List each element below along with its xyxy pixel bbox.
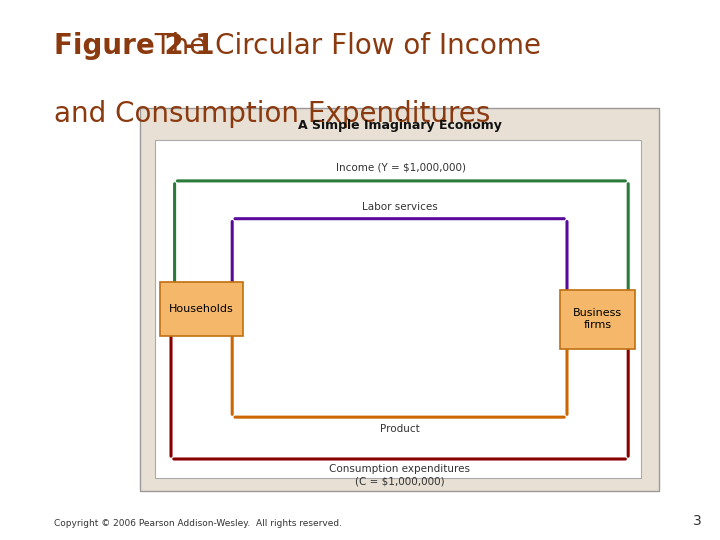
Text: Business
firms: Business firms [573,308,622,330]
Text: Consumption expenditures
(C = $1,000,000): Consumption expenditures (C = $1,000,000… [329,464,470,486]
Text: A Simple Imaginary Economy: A Simple Imaginary Economy [297,119,502,132]
Text: Product: Product [379,423,420,434]
Bar [140,108,659,491]
Text: and Consumption Expenditures: and Consumption Expenditures [54,100,490,128]
FancyBboxPatch shape [161,282,243,336]
Text: The Circular Flow of Income: The Circular Flow of Income [137,32,541,60]
Text: Households: Households [169,304,234,314]
Text: Figure 2-1: Figure 2-1 [54,32,215,60]
Text: Copyright © 2006 Pearson Addison-Wesley.  All rights reserved.: Copyright © 2006 Pearson Addison-Wesley.… [54,519,342,528]
FancyBboxPatch shape [560,289,636,349]
Bar [155,140,641,478]
Text: 3: 3 [693,514,702,528]
Text: Labor services: Labor services [361,202,438,212]
Text: Income (Y = $1,000,000): Income (Y = $1,000,000) [336,163,467,173]
